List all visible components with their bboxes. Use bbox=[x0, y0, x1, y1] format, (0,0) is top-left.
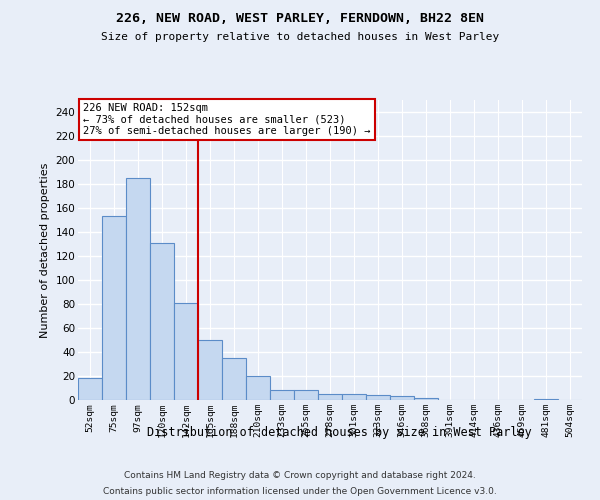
Bar bbox=[534, 399, 558, 400]
Bar bbox=[246, 376, 270, 400]
Bar bbox=[150, 243, 174, 400]
Bar bbox=[222, 358, 246, 400]
Bar bbox=[342, 394, 366, 400]
Bar bbox=[126, 178, 150, 400]
Bar bbox=[414, 398, 438, 400]
Text: Contains public sector information licensed under the Open Government Licence v3: Contains public sector information licen… bbox=[103, 486, 497, 496]
Text: 226, NEW ROAD, WEST PARLEY, FERNDOWN, BH22 8EN: 226, NEW ROAD, WEST PARLEY, FERNDOWN, BH… bbox=[116, 12, 484, 26]
Bar bbox=[78, 378, 102, 400]
Bar bbox=[270, 390, 294, 400]
Bar bbox=[390, 396, 414, 400]
Text: Distribution of detached houses by size in West Parley: Distribution of detached houses by size … bbox=[146, 426, 532, 439]
Bar bbox=[198, 340, 222, 400]
Text: 226 NEW ROAD: 152sqm
← 73% of detached houses are smaller (523)
27% of semi-deta: 226 NEW ROAD: 152sqm ← 73% of detached h… bbox=[83, 103, 371, 136]
Bar bbox=[294, 390, 318, 400]
Text: Size of property relative to detached houses in West Parley: Size of property relative to detached ho… bbox=[101, 32, 499, 42]
Bar bbox=[102, 216, 126, 400]
Bar bbox=[174, 303, 198, 400]
Text: Contains HM Land Registry data © Crown copyright and database right 2024.: Contains HM Land Registry data © Crown c… bbox=[124, 472, 476, 480]
Bar bbox=[318, 394, 342, 400]
Y-axis label: Number of detached properties: Number of detached properties bbox=[40, 162, 50, 338]
Bar bbox=[366, 395, 390, 400]
